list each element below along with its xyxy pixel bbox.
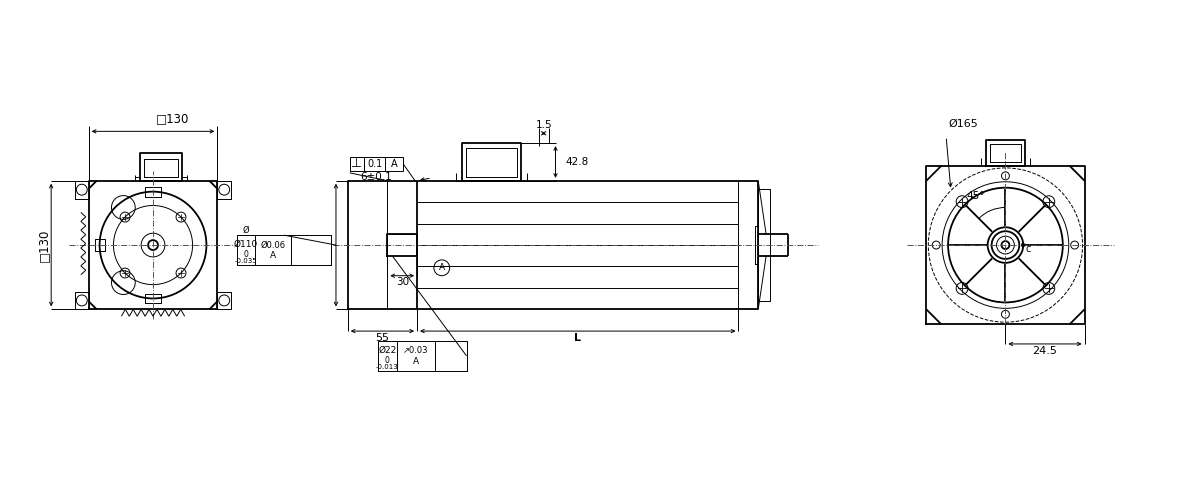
Text: 24.5: 24.5 xyxy=(1032,346,1057,356)
Text: Ø110: Ø110 xyxy=(234,240,258,248)
Text: -0.013: -0.013 xyxy=(376,364,398,370)
Text: -0.035: -0.035 xyxy=(235,258,257,264)
Text: Ø: Ø xyxy=(242,226,250,234)
Text: 42.8: 42.8 xyxy=(565,157,589,167)
Text: Ø22: Ø22 xyxy=(378,346,396,354)
Text: □130: □130 xyxy=(37,228,49,262)
Text: ↗0.03: ↗0.03 xyxy=(403,346,428,356)
Text: A: A xyxy=(391,159,397,169)
Text: 55: 55 xyxy=(376,333,390,343)
Text: A: A xyxy=(270,252,276,260)
Text: 45°: 45° xyxy=(966,190,985,200)
Text: 30: 30 xyxy=(396,276,409,286)
Text: A: A xyxy=(413,357,419,366)
Text: 1.5: 1.5 xyxy=(535,120,552,130)
Text: ⊥: ⊥ xyxy=(352,158,362,170)
Text: A: A xyxy=(439,264,445,272)
Text: 0: 0 xyxy=(244,250,248,260)
Text: c: c xyxy=(1025,244,1031,254)
Text: Ø0.06: Ø0.06 xyxy=(260,240,286,250)
Text: Ø165: Ø165 xyxy=(948,118,978,128)
Text: 0: 0 xyxy=(385,356,390,366)
Text: 6±0.1: 6±0.1 xyxy=(361,172,392,182)
Text: □130: □130 xyxy=(156,112,190,126)
Text: L: L xyxy=(575,333,581,343)
Text: 0.1: 0.1 xyxy=(367,159,382,169)
